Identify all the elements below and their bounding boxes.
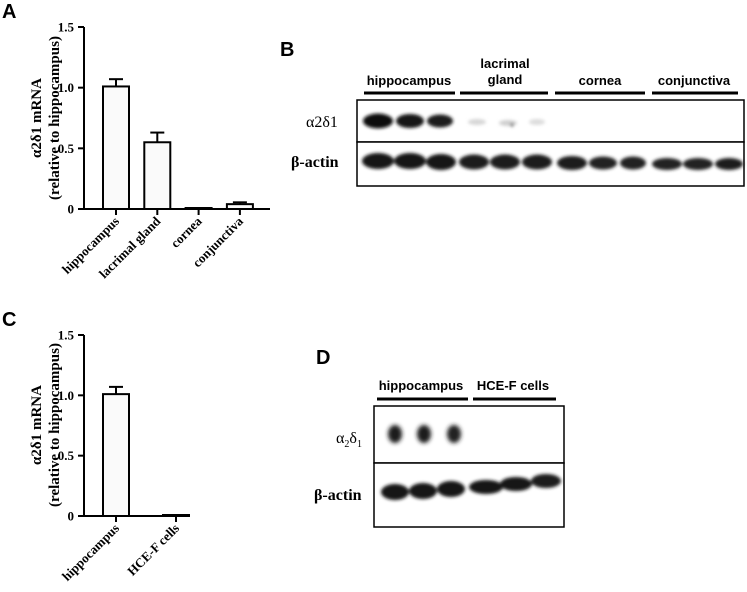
blot-b-group-lacrimal-line1: lacrimal [480,56,529,71]
y-tick-label: 0.5 [58,141,75,156]
blot-b-actin-bands [362,153,743,170]
chart-a-ylabel-line2: (relative to hippocampus) [47,36,63,200]
bar [143,141,172,210]
bar [102,393,130,518]
blot-d-group-hippocampus: hippocampus [379,378,464,393]
blot-b-a2d1-bands [363,113,545,129]
blot-b-row-label-actin: β-actin [291,154,339,171]
blot-b-group-lacrimal-line2: gland [488,72,523,87]
y-tick-label: 0 [68,509,75,524]
category-label: HCE-F cells [124,521,182,579]
blot-d-row-label-a2d1: α2δ1 [336,430,362,450]
blot-d-frame-top [373,405,565,464]
blot-b-group-hippocampus: hippocampus [367,73,452,88]
y-tick-label: 1.5 [58,20,75,35]
blot-d-actin-bands [381,474,561,500]
chart-a: α2δ1 mRNA (relative to hippocampus) 0 0.5… [29,20,270,281]
bar [225,203,254,211]
y-tick-label: 1.0 [58,80,74,95]
chart-c-ylabel-line2: (relative to hippocampus) [47,343,63,507]
y-tick-label: 0 [68,202,75,217]
category-label: cornea [168,213,206,251]
panel-letter-a: A [2,1,16,23]
blot-b-row-label-a2d1: α2δ1 [306,114,338,131]
y-tick-label: 1.0 [58,388,74,403]
western-blot-d: hippocampus HCE-F cells α2δ1 β-actin [314,378,565,528]
panel-letter-d: D [316,347,330,369]
blot-d-group-hcef: HCE-F cells [477,378,549,393]
bar [102,85,130,210]
blot-d-a2d1-bands [388,425,461,443]
panel-letter-b: B [280,39,294,61]
blot-b-group-cornea: cornea [579,73,622,88]
y-tick-label: 0.5 [58,448,75,463]
panel-letter-c: C [2,309,16,331]
chart-a-ylabel-line1: α2δ1 mRNA [29,78,45,158]
blot-d-row-label-actin: β-actin [314,487,362,504]
chart-c: α2δ1 mRNA (relative to hippocampus) 0 0.5… [29,328,190,584]
blot-b-group-conjunctiva: conjunctiva [658,73,731,88]
western-blot-b: hippocampus lacrimal gland cornea conjun… [291,56,745,187]
y-tick-label: 1.5 [58,328,75,343]
category-label: hippocampus [59,521,122,584]
chart-c-ylabel-line1: α2δ1 mRNA [29,385,45,465]
